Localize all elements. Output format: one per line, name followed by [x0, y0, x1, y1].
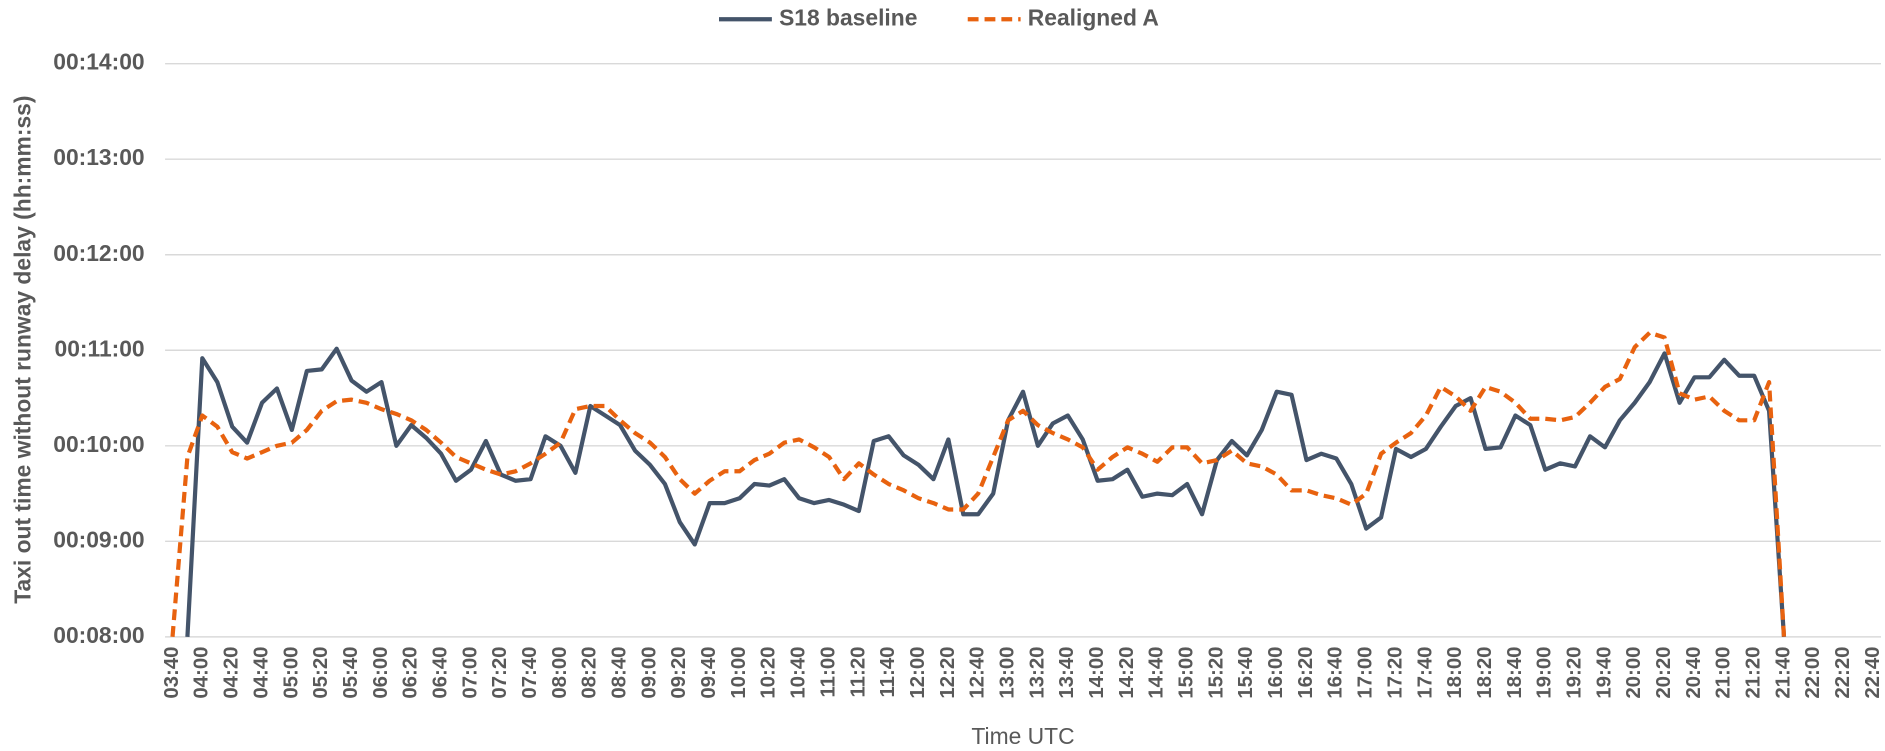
x-tick-label: 04:20: [221, 646, 243, 698]
y-tick-label: 00:09:00: [53, 526, 144, 552]
x-tick-label: 07:00: [459, 646, 481, 698]
x-tick-label: 22:00: [1802, 646, 1824, 698]
x-tick-label: 03:40: [161, 646, 183, 698]
legend-label: Realigned A: [1028, 4, 1159, 30]
x-tick-label: 18:40: [1504, 646, 1526, 698]
x-tick-label: 21:40: [1772, 646, 1794, 698]
legend-label: S18 baseline: [779, 4, 917, 30]
x-tick-label: 12:20: [937, 646, 959, 698]
x-tick-label: 15:20: [1205, 646, 1227, 698]
y-tick-label: 00:08:00: [53, 622, 144, 648]
x-tick-label: 11:20: [847, 646, 869, 697]
x-tick-label: 11:00: [817, 646, 839, 697]
y-axis-title: Taxi out time without runway delay (hh:m…: [10, 96, 36, 604]
x-tick-label: 16:00: [1265, 646, 1287, 698]
x-tick-label: 08:40: [609, 646, 631, 698]
x-tick-label: 13:00: [996, 646, 1018, 698]
x-tick-label: 14:00: [1086, 646, 1108, 698]
x-tick-label: 04:00: [191, 646, 213, 698]
x-tick-label: 20:40: [1683, 646, 1705, 698]
x-tick-label: 05:40: [340, 646, 362, 698]
x-tick-label: 16:20: [1295, 646, 1317, 698]
x-tick-label: 08:00: [549, 646, 571, 698]
x-tick-label: 19:20: [1563, 646, 1585, 698]
x-tick-label: 05:20: [310, 646, 332, 698]
x-tick-label: 19:00: [1534, 646, 1556, 698]
x-tick-label: 09:20: [668, 646, 690, 698]
x-tick-label: 07:20: [489, 646, 511, 698]
y-tick-label: 00:13:00: [53, 144, 144, 170]
x-tick-label: 22:20: [1832, 646, 1854, 698]
x-tick-label: 21:20: [1743, 646, 1765, 698]
x-tick-label: 11:40: [877, 646, 899, 697]
x-tick-label: 12:00: [907, 646, 929, 698]
x-tick-label: 04:40: [250, 646, 272, 698]
x-tick-label: 14:20: [1116, 646, 1138, 698]
x-tick-label: 17:40: [1414, 646, 1436, 698]
y-tick-label: 00:14:00: [53, 49, 144, 75]
x-tick-label: 06:00: [370, 646, 392, 698]
x-tick-label: 05:00: [280, 646, 302, 698]
x-tick-label: 08:20: [579, 646, 601, 698]
x-tick-label: 13:20: [1026, 646, 1048, 698]
x-tick-label: 15:00: [1176, 646, 1198, 698]
x-tick-label: 12:40: [967, 646, 989, 698]
x-tick-label: 16:40: [1325, 646, 1347, 698]
y-tick-label: 00:11:00: [55, 335, 145, 361]
x-tick-label: 20:20: [1653, 646, 1675, 698]
x-tick-label: 10:00: [728, 646, 750, 698]
x-tick-label: 09:00: [638, 646, 660, 698]
x-tick-label: 22:40: [1862, 646, 1884, 698]
x-tick-label: 17:00: [1355, 646, 1377, 698]
x-tick-label: 19:40: [1593, 646, 1615, 698]
x-tick-label: 18:00: [1444, 646, 1466, 698]
x-tick-label: 10:40: [788, 646, 810, 698]
line-series: [170, 330, 1787, 638]
y-tick-label: 00:10:00: [53, 431, 144, 457]
y-tick-label: 00:12:00: [53, 240, 144, 266]
x-axis-title: Time UTC: [971, 723, 1074, 749]
x-tick-label: 20:00: [1623, 646, 1645, 698]
x-tick-label: 06:40: [429, 646, 451, 698]
x-tick-label: 13:40: [1056, 646, 1078, 698]
x-tick-label: 09:40: [698, 646, 720, 698]
x-tick-label: 21:00: [1713, 646, 1735, 698]
x-tick-label: 17:20: [1384, 646, 1406, 698]
x-tick-label: 07:40: [519, 646, 541, 698]
x-tick-label: 06:20: [400, 646, 422, 698]
line-series: [185, 346, 1787, 637]
x-tick-label: 14:40: [1146, 646, 1168, 698]
x-tick-label: 10:20: [758, 646, 780, 698]
x-tick-label: 15:40: [1235, 646, 1257, 698]
x-tick-label: 18:20: [1474, 646, 1496, 698]
